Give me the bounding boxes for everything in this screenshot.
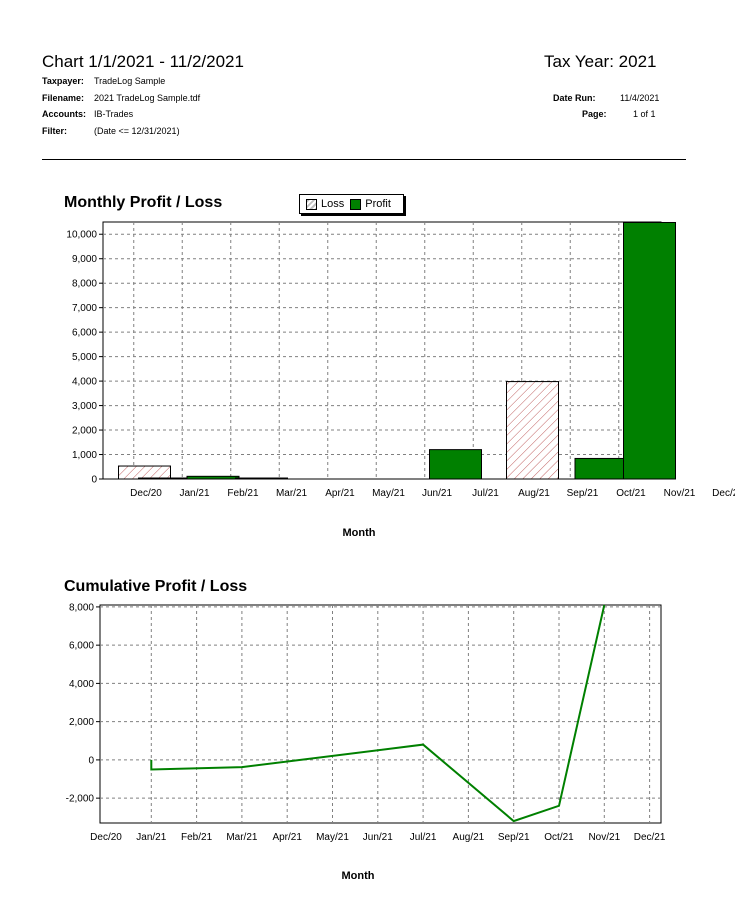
- monthly-x-tick-label: Mar/21: [276, 488, 308, 499]
- cumulative-x-tick-label: Jan/21: [136, 832, 166, 843]
- cumulative-y-tick-label: 4,000: [69, 679, 94, 690]
- monthly-y-tick-label: 4,000: [72, 377, 97, 388]
- accounts-label: Accounts:: [42, 109, 87, 119]
- cumulative-x-tick-label: Mar/21: [226, 832, 258, 843]
- monthly-x-tick-label: Jun/21: [422, 488, 452, 499]
- profit-legend-label: Profit: [365, 198, 391, 210]
- cumulative-series-line: [150, 604, 606, 823]
- header-divider: [42, 159, 686, 160]
- tax-year: Tax Year: 2021: [544, 52, 657, 71]
- cumulative-y-tick-label: 8,000: [69, 602, 94, 613]
- cumulative-x-tick-label: Apr/21: [272, 832, 302, 843]
- monthly-x-tick-label: Jul/21: [472, 488, 499, 499]
- monthly-y-tick-label: 5,000: [72, 352, 97, 363]
- profit-legend-swatch: [350, 198, 362, 210]
- cumulative-x-tick-label: Aug/21: [453, 832, 485, 843]
- monthly-y-tick-label: 10,000: [66, 230, 97, 241]
- monthly-x-tick-label: Dec/21: [712, 488, 735, 499]
- cumulative-y-tick-label: 0: [88, 755, 94, 766]
- date-run-label: Date Run:: [553, 93, 596, 103]
- monthly-y-tick-label: 2,000: [72, 426, 97, 437]
- cumulative-y-tick-label: -2,000: [66, 794, 95, 805]
- monthly-y-tick-label: 3,000: [72, 401, 97, 412]
- cumulative-x-tick-label: May/21: [316, 832, 349, 843]
- loss-bar: [506, 381, 559, 480]
- monthly-x-tick-label: Oct/21: [616, 488, 646, 499]
- cumulative-x-axis-title: Month: [341, 870, 375, 882]
- page-value: 1 of 1: [633, 109, 656, 119]
- cumulative-y-tick-label: 2,000: [69, 717, 94, 728]
- filename-value: 2021 TradeLog Sample.tdf: [94, 93, 201, 103]
- monthly-x-tick-label: Aug/21: [518, 488, 550, 499]
- cumulative-x-tick-label: Jun/21: [363, 832, 393, 843]
- monthly-y-tick-label: 0: [91, 475, 97, 486]
- filter-value: (Date <= 12/31/2021): [94, 126, 180, 136]
- monthly-x-tick-label: Nov/21: [664, 488, 696, 499]
- taxpayer-value: TradeLog Sample: [94, 76, 166, 86]
- cumulative-x-tick-label: Oct/21: [544, 832, 574, 843]
- monthly-x-axis-title: Month: [342, 527, 376, 539]
- monthly-x-tick-label: Jan/21: [179, 488, 209, 499]
- monthly-x-tick-label: Dec/20: [130, 488, 162, 499]
- monthly-plot-area: [102, 221, 662, 480]
- cumulative-x-tick-label: Sep/21: [498, 832, 530, 843]
- cumulative-plot-area: [99, 604, 662, 824]
- monthly-chart-title: Monthly Profit / Loss: [64, 194, 223, 211]
- monthly-x-tick-label: Feb/21: [227, 488, 259, 499]
- cumulative-x-tick-label: Jul/21: [410, 832, 437, 843]
- filter-label: Filter:: [42, 126, 68, 136]
- monthly-y-tick-label: 7,000: [72, 303, 97, 314]
- loss-legend-label: Loss: [321, 198, 345, 210]
- report-title: Chart 1/1/2021 - 11/2/2021: [42, 52, 244, 71]
- monthly-y-tick-label: 8,000: [72, 279, 97, 290]
- cumulative-y-tick-label: 6,000: [69, 641, 94, 652]
- accounts-value: IB-Trades: [94, 109, 134, 119]
- profit-bar: [429, 449, 482, 480]
- loss-legend-swatch: [306, 198, 317, 210]
- cumulative-x-tick-label: Dec/21: [634, 832, 666, 843]
- profit-bar: [623, 221, 676, 480]
- monthly-x-tick-label: May/21: [372, 488, 405, 499]
- date-run-value: 11/4/2021: [620, 93, 660, 103]
- monthly-y-tick-label: 9,000: [72, 254, 97, 265]
- monthly-x-tick-label: Apr/21: [325, 488, 355, 499]
- monthly-legend: Loss Profit: [299, 194, 404, 214]
- monthly-y-tick-label: 6,000: [72, 328, 97, 339]
- cumulative-x-tick-label: Dec/20: [90, 832, 122, 843]
- taxpayer-label: Taxpayer:: [42, 76, 84, 86]
- cumulative-x-tick-label: Feb/21: [181, 832, 213, 843]
- monthly-x-tick-label: Sep/21: [567, 488, 599, 499]
- cumulative-chart-title: Cumulative Profit / Loss: [64, 578, 248, 595]
- cumulative-x-tick-label: Nov/21: [588, 832, 620, 843]
- filename-label: Filename:: [42, 93, 85, 103]
- monthly-y-tick-label: 1,000: [72, 450, 97, 461]
- page-label: Page:: [582, 109, 607, 119]
